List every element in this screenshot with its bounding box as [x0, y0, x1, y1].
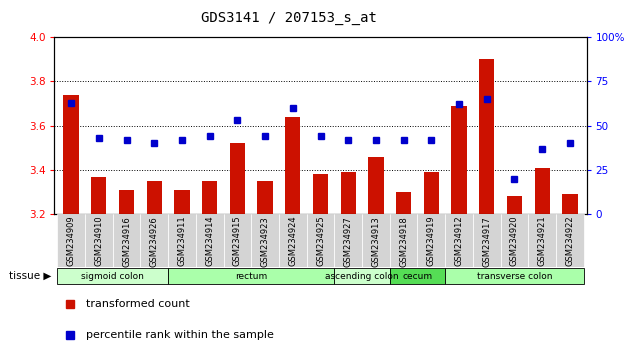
Bar [174, 190, 190, 214]
Bar [168, 268, 335, 284]
Text: transverse colon: transverse colon [477, 272, 552, 281]
Text: cecum: cecum [403, 272, 433, 281]
FancyBboxPatch shape [390, 214, 417, 267]
Bar [424, 172, 439, 214]
FancyBboxPatch shape [473, 214, 501, 267]
FancyBboxPatch shape [168, 214, 196, 267]
Bar [535, 168, 550, 214]
Bar [119, 190, 134, 214]
Bar [445, 268, 584, 284]
Bar [147, 181, 162, 214]
Text: GSM234915: GSM234915 [233, 216, 242, 267]
Bar [507, 196, 522, 214]
FancyBboxPatch shape [556, 214, 584, 267]
Bar [313, 175, 328, 214]
FancyBboxPatch shape [417, 214, 445, 267]
FancyBboxPatch shape [279, 214, 306, 267]
Text: GSM234918: GSM234918 [399, 216, 408, 267]
Text: GSM234921: GSM234921 [538, 216, 547, 267]
Text: GSM234913: GSM234913 [371, 216, 380, 267]
FancyBboxPatch shape [140, 214, 168, 267]
Text: GSM234924: GSM234924 [288, 216, 297, 267]
FancyBboxPatch shape [251, 214, 279, 267]
Text: GSM234914: GSM234914 [205, 216, 214, 267]
FancyBboxPatch shape [501, 214, 528, 267]
Text: GSM234926: GSM234926 [150, 216, 159, 267]
Text: GSM234927: GSM234927 [344, 216, 353, 267]
Bar [369, 156, 383, 214]
FancyBboxPatch shape [85, 214, 113, 267]
Bar [335, 268, 390, 284]
Text: GSM234917: GSM234917 [482, 216, 491, 267]
FancyBboxPatch shape [57, 214, 85, 267]
Text: GSM234911: GSM234911 [178, 216, 187, 267]
Bar [396, 192, 412, 214]
Bar [258, 181, 272, 214]
Text: sigmoid colon: sigmoid colon [81, 272, 144, 281]
Text: GSM234910: GSM234910 [94, 216, 103, 267]
Text: GDS3141 / 207153_s_at: GDS3141 / 207153_s_at [201, 11, 376, 25]
Text: GSM234922: GSM234922 [565, 216, 574, 267]
Bar [229, 143, 245, 214]
Bar [562, 194, 578, 214]
Text: GSM234919: GSM234919 [427, 216, 436, 267]
Text: percentile rank within the sample: percentile rank within the sample [87, 330, 274, 340]
Text: GSM234909: GSM234909 [67, 216, 76, 267]
Bar [57, 268, 168, 284]
Text: GSM234923: GSM234923 [261, 216, 270, 267]
Bar [479, 59, 494, 214]
Text: GSM234925: GSM234925 [316, 216, 325, 267]
Text: rectum: rectum [235, 272, 267, 281]
FancyBboxPatch shape [362, 214, 390, 267]
Bar [285, 117, 301, 214]
FancyBboxPatch shape [196, 214, 224, 267]
Text: GSM234920: GSM234920 [510, 216, 519, 267]
Bar [202, 181, 217, 214]
Bar [451, 106, 467, 214]
Text: GSM234912: GSM234912 [454, 216, 463, 267]
FancyBboxPatch shape [335, 214, 362, 267]
Bar [63, 95, 79, 214]
Bar [340, 172, 356, 214]
Bar [390, 268, 445, 284]
Text: transformed count: transformed count [87, 299, 190, 309]
FancyBboxPatch shape [113, 214, 140, 267]
FancyBboxPatch shape [306, 214, 335, 267]
FancyBboxPatch shape [445, 214, 473, 267]
Bar [91, 177, 106, 214]
Text: ascending colon: ascending colon [325, 272, 399, 281]
Text: GSM234916: GSM234916 [122, 216, 131, 267]
FancyBboxPatch shape [224, 214, 251, 267]
Text: tissue ▶: tissue ▶ [9, 271, 51, 281]
FancyBboxPatch shape [528, 214, 556, 267]
